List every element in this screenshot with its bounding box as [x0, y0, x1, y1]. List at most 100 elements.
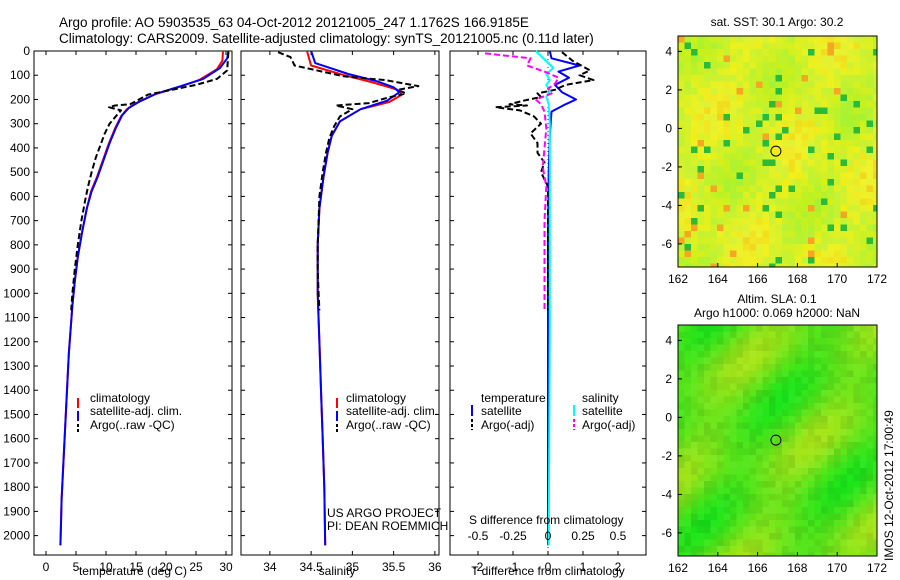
- heatmap-cell: [821, 192, 828, 199]
- heatmap-cell: [710, 500, 718, 508]
- heatmap-cell: [788, 338, 796, 345]
- heatmap-cell: [775, 198, 783, 206]
- heatmap-cell: [814, 172, 822, 180]
- heatmap-cell: [827, 146, 835, 154]
- heatmap-cell: [795, 237, 802, 245]
- heatmap-cell: [756, 507, 763, 514]
- heatmap-cell: [756, 520, 763, 527]
- heatmap-cell: [834, 94, 841, 102]
- heatmap-cell: [697, 507, 705, 514]
- map-x-tick-label: 162: [668, 561, 688, 575]
- heatmap-cell: [808, 520, 815, 527]
- heatmap-cell: [710, 442, 718, 449]
- heatmap-cell: [736, 526, 744, 534]
- heatmap-cell: [795, 533, 802, 540]
- heatmap-cell: [827, 396, 835, 404]
- heatmap-cell: [704, 159, 711, 167]
- heatmap-cell: [678, 552, 685, 557]
- heatmap-cell: [678, 416, 685, 423]
- heatmap-cell: [756, 153, 763, 160]
- heatmap-cell: [736, 357, 744, 365]
- heatmap-cell: [710, 487, 718, 495]
- heatmap-cell: [860, 442, 867, 449]
- heatmap-cell: [762, 205, 770, 212]
- series-line-argo-raw-qc: [70, 52, 230, 311]
- heatmap-cell: [801, 552, 809, 557]
- heatmap-cell: [710, 237, 718, 245]
- heatmap-cell: [788, 62, 796, 69]
- heatmap-cell: [736, 185, 744, 193]
- heatmap-cell: [866, 468, 874, 475]
- heatmap-cell: [762, 146, 770, 154]
- heatmap-cell: [814, 263, 822, 268]
- heatmap-cell: [704, 390, 711, 397]
- heatmap-cell: [723, 146, 731, 154]
- heatmap-cell: [743, 331, 750, 339]
- heatmap-cell: [697, 383, 705, 391]
- heatmap-cell: [801, 49, 809, 56]
- heatmap-cell: [717, 42, 724, 50]
- heatmap-cell: [866, 257, 874, 264]
- heatmap-cell: [756, 185, 763, 193]
- heatmap-cell: [847, 140, 854, 147]
- heatmap-cell: [756, 338, 763, 345]
- heatmap-cell: [723, 396, 731, 404]
- heatmap-cell: [795, 403, 802, 410]
- heatmap-cell: [860, 185, 867, 193]
- heatmap-cell: [801, 448, 809, 456]
- heatmap-cell: [756, 331, 763, 339]
- heatmap-cell: [873, 159, 878, 167]
- heatmap-cell: [801, 250, 809, 258]
- heatmap-cell: [730, 185, 737, 193]
- heatmap-cell: [704, 68, 711, 76]
- heatmap-cell: [775, 383, 783, 391]
- heatmap-cell: [801, 338, 809, 345]
- heatmap-cell: [814, 533, 822, 540]
- heatmap-cell: [834, 403, 841, 410]
- heatmap-cell: [723, 442, 731, 449]
- heatmap-cell: [821, 166, 828, 173]
- heatmap-cell: [814, 211, 822, 219]
- heatmap-cell: [814, 442, 822, 449]
- map-y-tick-label: 4: [665, 44, 672, 58]
- heatmap-cell: [704, 546, 711, 553]
- map-x-tick-label: 166: [748, 561, 768, 575]
- heatmap-cell: [762, 520, 770, 527]
- heatmap-cell: [788, 364, 796, 371]
- heatmap-cell: [808, 81, 815, 89]
- heatmap-cell: [684, 231, 692, 238]
- heatmap-cell: [678, 370, 685, 378]
- heatmap-cell: [847, 357, 854, 365]
- heatmap-cell: [678, 62, 685, 69]
- heatmap-cell: [866, 114, 874, 121]
- credit-line1: US ARGO PROJECT: [327, 506, 442, 520]
- heatmap-cell: [795, 42, 802, 50]
- heatmap-cell: [827, 357, 835, 365]
- heatmap-cell: [723, 351, 731, 358]
- heatmap-cell: [821, 325, 828, 332]
- heatmap-cell: [860, 159, 867, 167]
- heatmap-cell: [756, 159, 763, 167]
- heatmap-cell: [723, 364, 731, 371]
- heatmap-cell: [769, 55, 776, 63]
- heatmap-cell: [723, 94, 731, 102]
- heatmap-cell: [860, 344, 867, 352]
- heatmap-cell: [860, 474, 867, 482]
- heatmap-cell: [730, 474, 737, 482]
- y-tick-label: 1200: [3, 335, 30, 349]
- heatmap-cell: [717, 172, 724, 180]
- heatmap-cell: [827, 520, 835, 527]
- heatmap-cell: [808, 351, 815, 358]
- heatmap-cell: [853, 172, 861, 180]
- heatmap-cell: [704, 231, 711, 238]
- heatmap-cell: [834, 526, 841, 534]
- heatmap-cell: [736, 325, 744, 332]
- heatmap-cell: [853, 435, 861, 443]
- heatmap-cell: [723, 338, 731, 345]
- heatmap-cell: [723, 257, 731, 264]
- heatmap-cell: [834, 224, 841, 232]
- heatmap-cell: [717, 331, 724, 339]
- heatmap-cell: [834, 211, 841, 219]
- heatmap-cell: [782, 370, 789, 378]
- heatmap-cell: [723, 377, 731, 384]
